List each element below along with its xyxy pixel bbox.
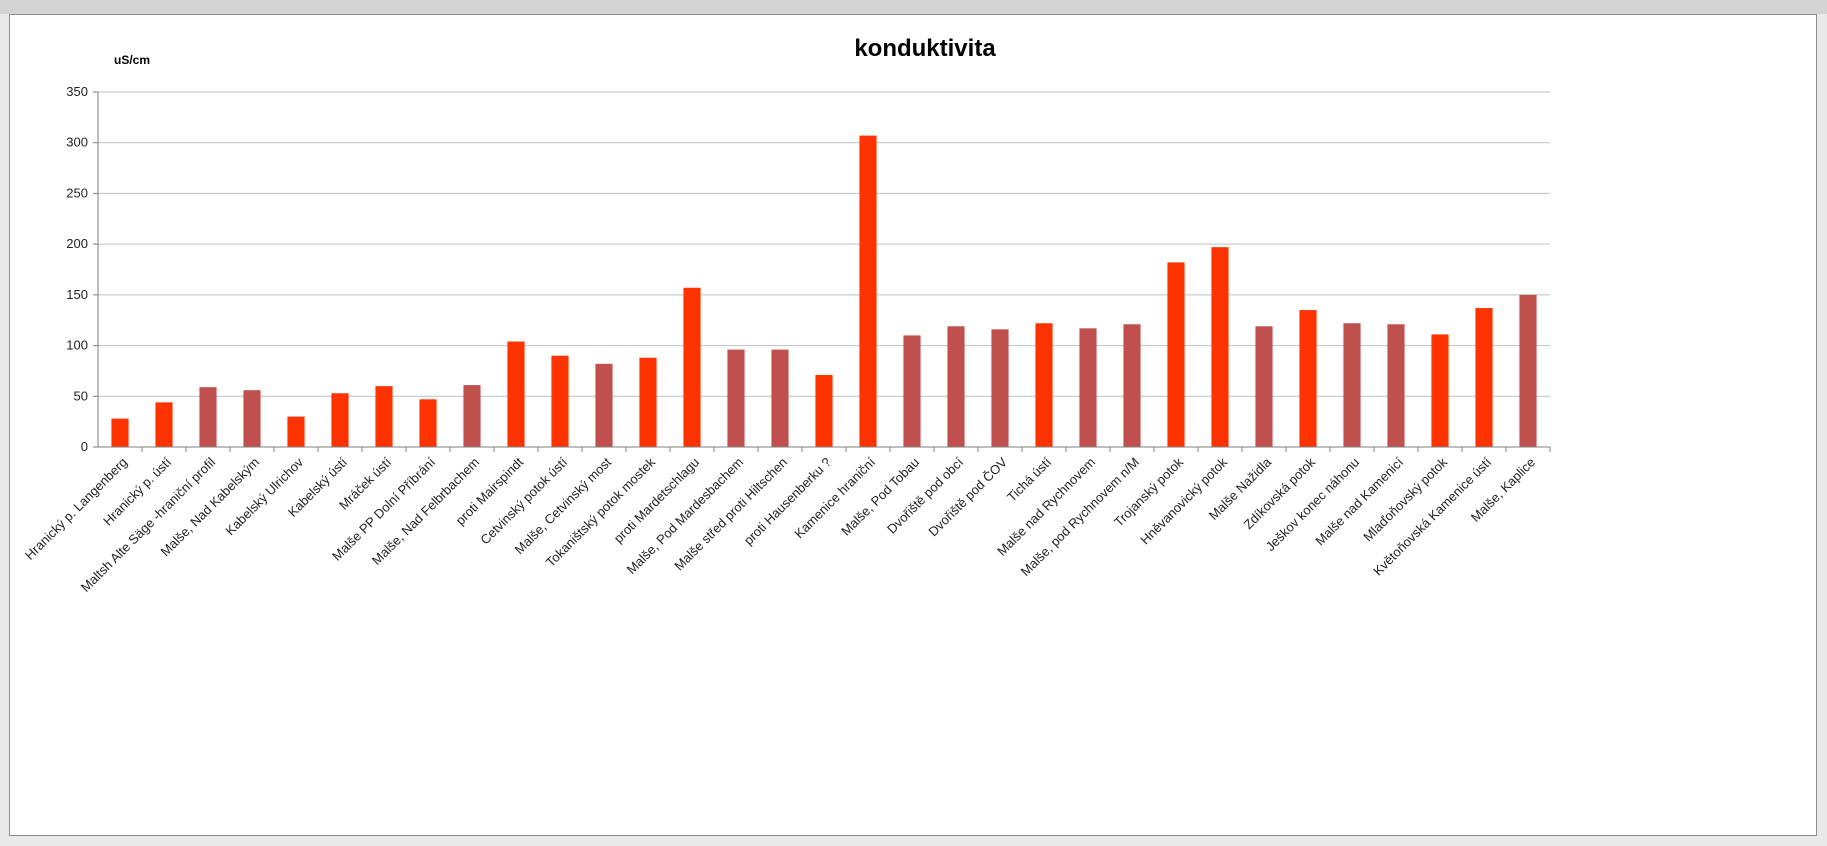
- bar-31: [1431, 334, 1449, 447]
- bar-24: [1123, 324, 1141, 447]
- y-tick-labels: 0 50 100 150 200 250 300 350: [66, 84, 88, 454]
- bar-21: [991, 329, 1009, 447]
- bar-23: [1079, 328, 1097, 447]
- bar-2: [155, 402, 173, 447]
- x-tick-label: Dvořiště pod obcí: [884, 454, 966, 536]
- bar-26: [1211, 247, 1229, 447]
- y-tick-label: 200: [66, 236, 88, 251]
- y-tick-label: 100: [66, 338, 88, 353]
- bar-12: [595, 363, 613, 447]
- chart-title: konduktivita: [854, 35, 996, 62]
- bars: [111, 135, 1551, 452]
- bar-19: [903, 335, 921, 447]
- y-tick-label: 350: [66, 84, 88, 99]
- x-tick-label: Kamenice hraniční: [791, 454, 878, 541]
- bar-17: [815, 374, 833, 447]
- bar-29: [1343, 323, 1361, 447]
- bar-4: [243, 390, 261, 447]
- bar-13: [639, 357, 657, 447]
- bar-8: [419, 399, 437, 447]
- bar-3: [199, 387, 217, 447]
- bar-6: [331, 393, 349, 447]
- bar-30: [1387, 324, 1405, 447]
- bar-11: [551, 355, 569, 447]
- y-tick-label: 150: [66, 287, 88, 302]
- bar-27: [1255, 326, 1273, 447]
- bar-18: [859, 135, 877, 447]
- bar-9: [463, 385, 481, 447]
- x-tick-label: Mlaďoňovský potok: [1360, 454, 1450, 544]
- bar-33: [1519, 294, 1537, 447]
- x-tick-label: Dvořiště pod ČOV: [925, 454, 1010, 539]
- bar-32: [1475, 308, 1493, 447]
- y-axis-label: uS/cm: [114, 53, 150, 67]
- x-tick-label: Malše, Pod Tobau: [838, 455, 922, 539]
- y-tick-label: 250: [66, 185, 88, 200]
- y-tick-label: 300: [66, 135, 88, 150]
- axes: [97, 92, 1550, 448]
- bar-10: [507, 341, 525, 447]
- bar-1: [111, 418, 129, 447]
- x-tick-label: proti Mardetschlagu: [611, 455, 702, 546]
- bar-15: [727, 349, 745, 447]
- bar-22: [1035, 323, 1053, 447]
- x-tick-label: Kabelský Ulrichov: [222, 454, 306, 538]
- bar-7: [375, 386, 393, 447]
- bar-14: [683, 287, 701, 447]
- bar-20: [947, 326, 965, 447]
- window-top-band: [0, 0, 1827, 14]
- bar-28: [1299, 310, 1317, 447]
- bar-5: [287, 416, 305, 447]
- y-tick-label: 0: [81, 439, 88, 454]
- bar-16: [771, 349, 789, 447]
- y-tick-label: 50: [74, 388, 88, 403]
- bar-25: [1167, 262, 1185, 447]
